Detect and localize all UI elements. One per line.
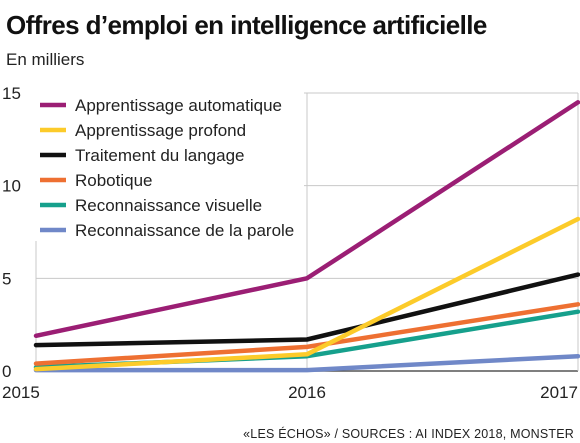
- x-tick-label: 2017: [540, 383, 578, 402]
- source-credit: «LES ÉCHOS» / SOURCES : AI INDEX 2018, M…: [243, 427, 574, 441]
- x-tick-label: 2015: [2, 383, 40, 402]
- series-lines: [33, 100, 580, 373]
- y-axis-ticks: 0 5 10 15: [2, 84, 21, 381]
- legend-label-reconnaissance-de-la-parole: Reconnaissance de la parole: [75, 221, 294, 240]
- series-line-apprentissage-automatique: [33, 100, 580, 339]
- legend-label-apprentissage-automatique: Apprentissage automatique: [75, 96, 282, 115]
- chart-subtitle: En milliers: [6, 50, 85, 69]
- y-tick-label: 0: [2, 362, 11, 381]
- legend: Apprentissage automatique Apprentissage p…: [34, 89, 304, 241]
- legend-label-robotique: Robotique: [75, 171, 153, 190]
- chart-title: Offres d’emploi en intelligence artifici…: [6, 10, 487, 40]
- series-line-reconnaissance-de-la-parole: [33, 353, 580, 373]
- series-line-robotique: [33, 302, 580, 366]
- x-tick-label: 2016: [288, 383, 326, 402]
- y-tick-label: 15: [2, 84, 21, 103]
- legend-label-reconnaissance-visuelle: Reconnaissance visuelle: [75, 196, 262, 215]
- series-line-traitement-du-langage: [33, 272, 580, 348]
- series-line-apprentissage-profond: [33, 216, 580, 372]
- legend-background: [34, 89, 304, 241]
- x-axis-ticks: 2015 2016 2017: [2, 383, 578, 402]
- y-tick-label: 10: [2, 177, 21, 196]
- y-tick-label: 5: [2, 269, 11, 288]
- legend-label-traitement-du-langage: Traitement du langage: [75, 146, 244, 165]
- legend-label-apprentissage-profond: Apprentissage profond: [75, 121, 246, 140]
